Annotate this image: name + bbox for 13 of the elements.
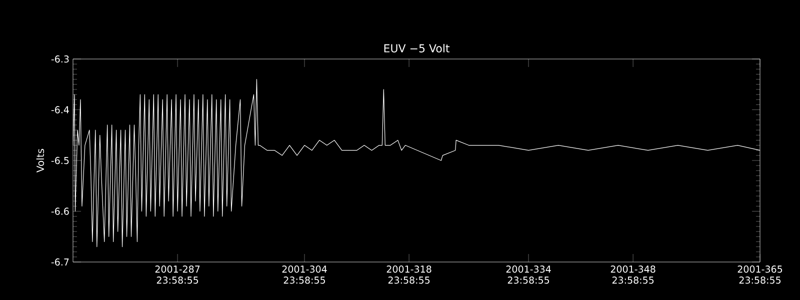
y-tick-label: -6.4	[51, 106, 69, 114]
y-tick-label: -6.6	[51, 208, 69, 215]
x-tick-label: 2001-334 23:58:55	[506, 266, 551, 284]
x-tick-label: 2001-318 23:58:55	[386, 266, 432, 284]
y-tick-label: -6.5	[51, 156, 69, 164]
chart-title: EUV −5 Volt	[384, 44, 450, 52]
x-tick-label: 2001-304 23:58:55	[282, 266, 327, 284]
y-tick-label: -6.3	[51, 55, 69, 63]
y-axis-title: Volts	[36, 148, 44, 172]
x-tick-label: 2001-287 23:58:55	[155, 266, 200, 284]
x-tick-label: 2001-365 23:58:55	[738, 266, 782, 284]
x-tick-label: 2001-348 23:58:55	[610, 266, 656, 284]
y-tick-label: -6.7	[51, 258, 69, 266]
